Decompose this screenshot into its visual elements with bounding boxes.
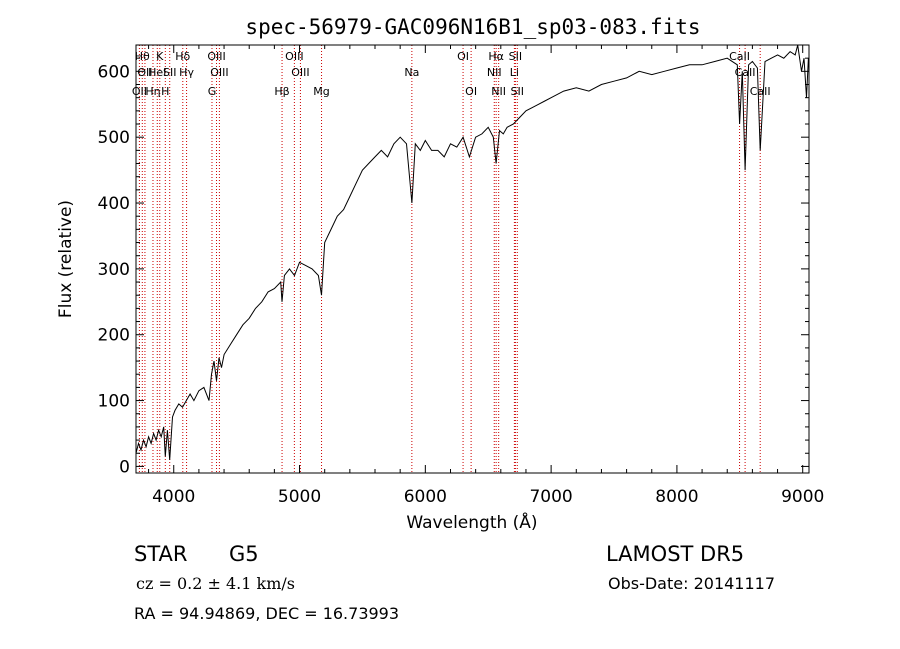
line-label-2: OII	[137, 66, 152, 79]
y-tick-label-0: 0	[119, 457, 130, 477]
line-label-28: CaII	[750, 85, 771, 98]
line-label-27: CaII	[735, 66, 756, 79]
object-subclass: G5	[229, 542, 259, 566]
plot-frame	[135, 44, 810, 474]
x-tick-label-2: 6000	[404, 487, 447, 507]
line-label-26: CaII	[729, 50, 750, 63]
line-label-1: Hθ	[135, 50, 150, 63]
line-label-6: H	[161, 85, 169, 98]
line-label-21: Hα	[488, 50, 504, 63]
line-label-19: OI	[465, 85, 477, 98]
coordinates: RA = 94.94869, DEC = 16.73993	[134, 604, 399, 623]
line-label-13: Hβ	[274, 85, 289, 98]
line-label-25: SII	[511, 85, 524, 98]
spectral-line-labels: OIIHθOIIHηHeIKHSIIHδHγGOIIIOIIIHβOIIIOII…	[132, 50, 771, 98]
y-tick-label-1: 100	[98, 392, 130, 412]
line-label-16: Mg	[313, 85, 329, 98]
x-tick-label-5: 9000	[781, 487, 824, 507]
x-tick-label-0: 4000	[152, 487, 195, 507]
y-tick-label-2: 200	[98, 326, 130, 346]
line-label-23: Li	[510, 66, 519, 79]
line-label-24: SII	[509, 50, 522, 63]
redshift-text: cz = 0.2 ± 4.1 km/s	[136, 574, 295, 593]
y-tick-label-6: 600	[98, 62, 130, 82]
obs-date: Obs-Date: 20141117	[608, 574, 775, 593]
line-label-12: OIII	[210, 66, 228, 79]
line-label-4: HeI	[148, 66, 166, 79]
spectral-line-markers	[138, 45, 761, 473]
y-tick-label-4: 400	[98, 194, 130, 214]
line-label-22: NII	[491, 85, 506, 98]
survey-name: LAMOST DR5	[606, 542, 744, 566]
line-label-20: NII	[487, 66, 502, 79]
x-tick-label-3: 7000	[529, 487, 572, 507]
line-label-11: OIII	[207, 50, 225, 63]
x-tick-label-4: 8000	[655, 487, 698, 507]
line-label-18: OI	[457, 50, 469, 63]
line-label-5: K	[156, 50, 164, 63]
x-axis-label: Wavelength (Å)	[406, 511, 537, 533]
line-label-14: OIII	[285, 50, 303, 63]
line-label-17: Na	[404, 66, 419, 79]
line-label-15: OIII	[291, 66, 309, 79]
y-axis-ticks: 0 100 200 300 400 500 600	[98, 57, 809, 477]
x-tick-label-1: 5000	[278, 487, 321, 507]
line-label-3: Hη	[145, 85, 160, 98]
chart-title: spec-56979-GAC096N16B1_sp03-083.fits	[245, 15, 700, 39]
line-label-7: SII	[163, 66, 176, 79]
y-tick-label-5: 500	[98, 128, 130, 148]
spectrum-line	[135, 44, 809, 460]
line-label-9: Hγ	[179, 66, 194, 79]
y-axis-label: Flux (relative)	[56, 200, 76, 318]
y-tick-label-3: 300	[98, 260, 130, 280]
x-axis-ticks: 4000 5000 6000 7000 8000 9000	[148, 45, 824, 507]
object-class: STAR	[134, 542, 187, 566]
line-label-8: Hδ	[175, 50, 190, 63]
line-label-10: G	[208, 85, 217, 98]
